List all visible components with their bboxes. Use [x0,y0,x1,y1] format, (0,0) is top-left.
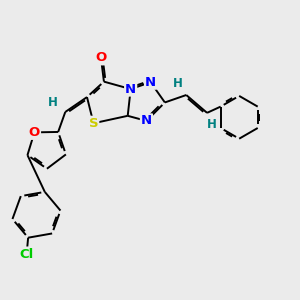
Text: N: N [141,114,152,128]
Text: O: O [95,51,106,64]
Text: H: H [207,118,217,131]
Text: H: H [173,77,183,90]
Text: N: N [125,82,136,96]
Text: Cl: Cl [20,248,34,260]
Text: H: H [48,96,58,109]
Text: N: N [145,76,156,89]
Text: S: S [89,117,98,130]
Text: O: O [29,126,40,139]
